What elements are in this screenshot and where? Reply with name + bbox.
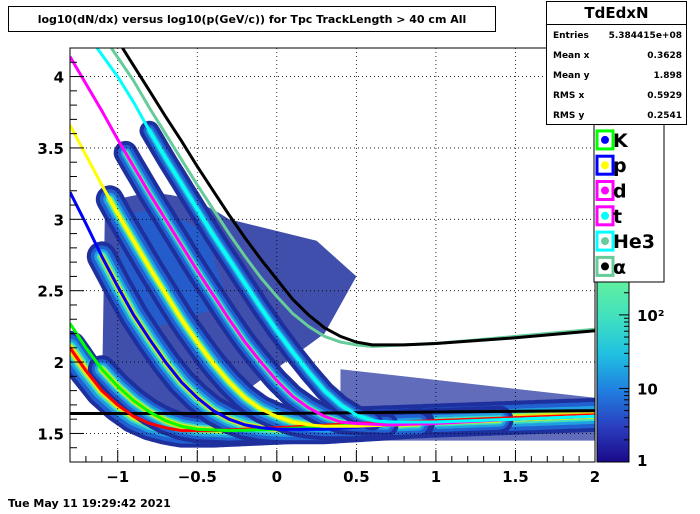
legend-marker-α (601, 262, 609, 271)
color-bar: 1 10 10² (596, 281, 664, 470)
stats-box: TdEdxN Entries 5.384415e+08 Mean x 0.3628 … (546, 1, 687, 125)
x-tick-label-2: 0 (272, 468, 282, 486)
stat-mean-y: Mean y 1.898 (553, 71, 682, 81)
y-tick-label-0: 1.5 (37, 425, 64, 443)
legend-marker-K (601, 135, 609, 144)
legend-label-d: d (613, 181, 627, 203)
legend-marker-p (601, 161, 609, 170)
stat-rms-x: RMS x 0.5929 (553, 91, 682, 101)
histogram-title: log10(dN/dx) versus log10(p(GeV/c)) for … (8, 6, 496, 32)
cbar-label-1: 10 (637, 380, 658, 398)
legend-marker-d (601, 186, 609, 195)
stat-entries: Entries 5.384415e+08 (553, 31, 682, 41)
curve-p (70, 124, 595, 428)
x-tick-label-4: 1 (431, 468, 441, 486)
legend-marker-He3 (601, 237, 609, 246)
cbar-label-2: 10² (637, 307, 664, 325)
legend-label-K: K (613, 130, 629, 152)
legend-label-He3: He3 (613, 231, 655, 253)
x-tick-label-3: 0.5 (343, 468, 370, 486)
y-tick-label-4: 3.5 (37, 140, 64, 158)
timestamp-footer: Tue May 11 19:29:42 2021 (8, 497, 171, 510)
stats-title: TdEdxN (547, 2, 686, 25)
curve-e (70, 409, 595, 415)
grid-lines (70, 48, 595, 462)
curve-α (121, 48, 595, 347)
curve-d (70, 55, 595, 427)
y-tick-label-3: 3 (54, 211, 64, 229)
y-tick-label-5: 4 (54, 69, 64, 87)
stat-rms-y: RMS y 0.2541 (553, 111, 682, 121)
y-tick-label-1: 2 (54, 354, 64, 372)
color-bar-gradient (597, 282, 629, 462)
axes: −1 −0.5 0 0.5 1 1.5 2 1.5 2 2.5 3 3.5 4 (37, 61, 600, 486)
legend-label-t: t (613, 206, 622, 228)
x-tick-label-6: 2 (590, 468, 600, 486)
x-tick-label-0: −1 (106, 468, 129, 486)
cbar-label-0: 1 (637, 452, 647, 470)
curve-t (95, 48, 595, 424)
y-tick-label-2: 2.5 (37, 283, 64, 301)
x-tick-label-1: −0.5 (178, 468, 217, 486)
x-tick-label-5: 1.5 (502, 468, 529, 486)
legend-label-p: p (613, 155, 627, 177)
bethe-bloch-curves (70, 48, 595, 433)
stat-mean-x: Mean x 0.3628 (553, 51, 682, 61)
legend-marker-t (601, 211, 609, 220)
legend-label-α: α (613, 256, 626, 278)
